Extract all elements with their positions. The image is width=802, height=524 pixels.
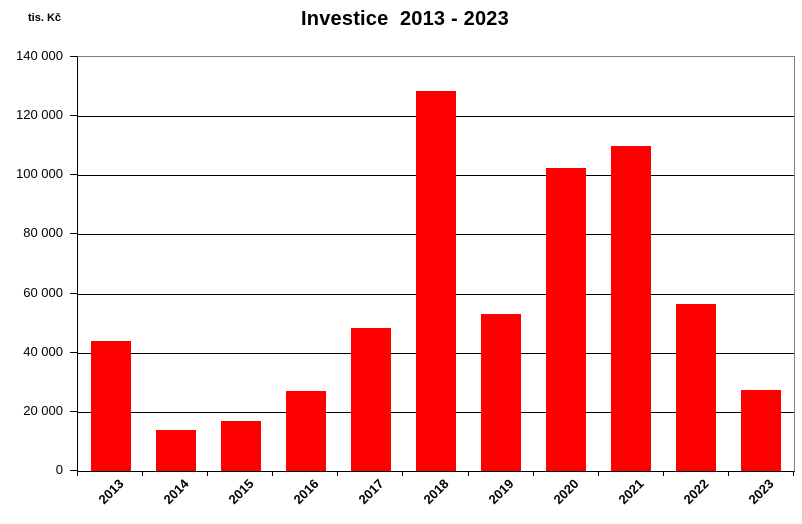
y-axis-unit-label: tis. Kč bbox=[28, 12, 62, 24]
bar-2015 bbox=[220, 420, 261, 471]
x-tick-label-2020: 2020 bbox=[550, 476, 582, 508]
y-tick-label-100000: 100 000 bbox=[16, 166, 63, 182]
x-tick-label-2023: 2023 bbox=[746, 476, 778, 508]
y-tick-20000 bbox=[70, 410, 77, 412]
x-tick-6 bbox=[467, 471, 469, 476]
y-tick-label-20000: 20 000 bbox=[23, 402, 63, 418]
bar-2019 bbox=[481, 314, 522, 471]
y-tick-120000 bbox=[70, 115, 77, 117]
x-tick-2 bbox=[207, 471, 209, 476]
bar-2016 bbox=[285, 391, 326, 471]
plot-area bbox=[77, 56, 795, 472]
x-tick-label-2018: 2018 bbox=[420, 476, 452, 508]
y-tick-label-80000: 80 000 bbox=[23, 225, 63, 241]
bar-2018 bbox=[416, 91, 456, 471]
x-tick-label-2017: 2017 bbox=[355, 476, 387, 508]
x-tick-5 bbox=[402, 471, 404, 476]
x-tick-9 bbox=[662, 471, 664, 476]
y-tick-0 bbox=[70, 470, 77, 471]
x-tick-label-2015: 2015 bbox=[225, 476, 257, 508]
x-tick-label-2014: 2014 bbox=[160, 476, 192, 508]
x-tick-3 bbox=[272, 471, 274, 476]
x-tick-1 bbox=[142, 471, 144, 476]
x-tick-11 bbox=[793, 471, 794, 476]
bar-2014 bbox=[155, 429, 196, 471]
x-tick-label-2013: 2013 bbox=[95, 476, 127, 508]
bar-2022 bbox=[676, 303, 717, 471]
x-tick-label-2016: 2016 bbox=[290, 476, 322, 508]
x-tick-8 bbox=[597, 471, 599, 476]
y-tick-40000 bbox=[70, 351, 77, 353]
y-tick-140000 bbox=[70, 56, 77, 57]
bar-2013 bbox=[90, 340, 131, 471]
y-tick-label-60000: 60 000 bbox=[23, 284, 63, 300]
bar-2017 bbox=[350, 327, 391, 471]
bar-2021 bbox=[611, 145, 652, 471]
x-tick-label-2019: 2019 bbox=[485, 476, 517, 508]
y-tick-label-0: 0 bbox=[55, 462, 63, 477]
x-tick-label-2022: 2022 bbox=[680, 476, 712, 508]
x-tick-0 bbox=[77, 471, 78, 476]
y-tick-60000 bbox=[70, 292, 77, 294]
x-tick-7 bbox=[532, 471, 534, 476]
bar-2020 bbox=[546, 167, 587, 471]
chart-title: Investice 2013 - 2023 bbox=[301, 8, 509, 30]
y-tick-label-140000: 140 000 bbox=[16, 48, 63, 63]
y-tick-100000 bbox=[70, 174, 77, 176]
x-tick-4 bbox=[337, 471, 339, 476]
y-tick-label-120000: 120 000 bbox=[16, 107, 63, 123]
bar-2023 bbox=[741, 389, 782, 471]
y-tick-80000 bbox=[70, 233, 77, 235]
x-tick-10 bbox=[727, 471, 729, 476]
y-tick-label-40000: 40 000 bbox=[23, 343, 63, 359]
x-tick-label-2021: 2021 bbox=[615, 476, 647, 508]
